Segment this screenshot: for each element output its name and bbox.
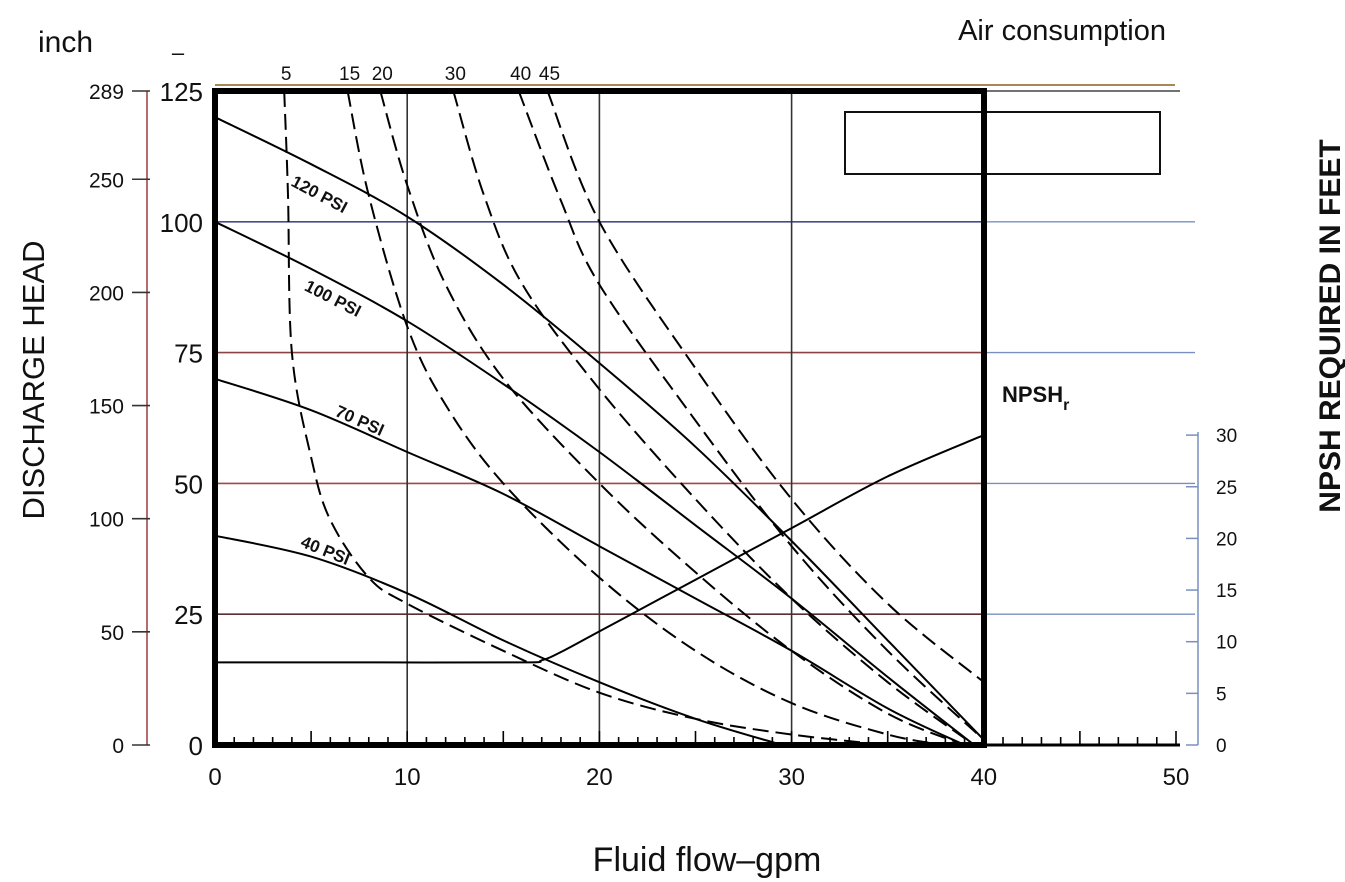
air-consumption-tick-label: 15	[339, 64, 360, 85]
npsh-curve-label-subscript: r	[1063, 397, 1069, 414]
npsh-tick-label: 5	[1216, 684, 1227, 705]
x-axis-label: Fluid flow–gpm	[593, 841, 822, 879]
left-inner-unit-label: –	[172, 40, 185, 65]
air-consumption-tick-label: 45	[539, 64, 560, 85]
outer-tick-label: 150	[89, 396, 124, 419]
right-axis-label: NPSH REQUIRED IN FEET	[1314, 139, 1345, 512]
y-tick-label: 0	[189, 731, 203, 761]
outer-tick-label: 50	[101, 622, 124, 645]
pressure-curve-label: 100 PSI	[302, 276, 365, 320]
curves-layer	[214, 90, 985, 746]
air-consumption-curve	[346, 90, 946, 746]
x-tick-label: 20	[586, 764, 613, 791]
outer-tick-label: 0	[112, 735, 124, 758]
air-consumption-tick-label: 30	[445, 64, 466, 85]
npsh-curve	[215, 434, 985, 664]
air-consumption-curve	[546, 90, 985, 683]
x-tick-label: 50	[1163, 764, 1190, 791]
air-consumption-tick-label: 40	[510, 64, 531, 85]
pressure-curve	[214, 220, 975, 746]
y-tick-label: 100	[160, 208, 203, 238]
outer-tick-label: 250	[89, 169, 124, 192]
y-tick-label: 75	[174, 339, 203, 369]
outer-tick-label: 289	[89, 81, 124, 104]
air-consumption-tick-label: 5	[281, 64, 292, 85]
grid-layer	[215, 84, 1195, 747]
npsh-tick-label: 10	[1216, 633, 1237, 654]
npsh-tick-label: 0	[1216, 736, 1227, 757]
air-consumption-curve	[379, 90, 965, 746]
plot-frame	[212, 88, 987, 748]
y-tick-label: 50	[174, 469, 203, 499]
axes-layer: 0 10 20 30 40 5002550751001250501001502002502…	[89, 77, 1237, 791]
left-outer-unit-label: inch	[38, 26, 93, 59]
npsh-curve-label: NPSHr	[1002, 382, 1069, 414]
x-tick-label: 10	[394, 764, 421, 791]
legend-box	[844, 111, 1161, 175]
air-consumption-curve	[517, 90, 985, 741]
y-tick-label: 125	[160, 77, 203, 107]
pressure-curve-label: 40 PSI	[298, 532, 352, 569]
x-tick-label: 40	[970, 764, 997, 791]
left-axis-label: DISCHARGE HEAD	[16, 240, 51, 519]
npsh-tick-label: 30	[1216, 426, 1237, 447]
npsh-tick-label: 20	[1216, 529, 1237, 550]
air-consumption-curve	[452, 90, 975, 746]
y-tick-label: 25	[174, 600, 203, 630]
pressure-curve	[214, 377, 966, 746]
air-consumption-title: Air consumption	[958, 15, 1166, 47]
pressure-curve-label: 70 PSI	[333, 402, 387, 440]
npsh-tick-label: 25	[1216, 478, 1237, 499]
air-consumption-curve	[283, 90, 888, 746]
outer-tick-label: 200	[89, 282, 124, 305]
x-tick-label: 0	[208, 764, 221, 791]
npsh-tick-label: 15	[1216, 581, 1237, 602]
pressure-curve	[214, 116, 985, 741]
air-consumption-tick-label: 20	[372, 64, 393, 85]
x-tick-label: 30	[778, 764, 805, 791]
pressure-curve	[214, 534, 783, 746]
outer-tick-label: 100	[89, 509, 124, 532]
